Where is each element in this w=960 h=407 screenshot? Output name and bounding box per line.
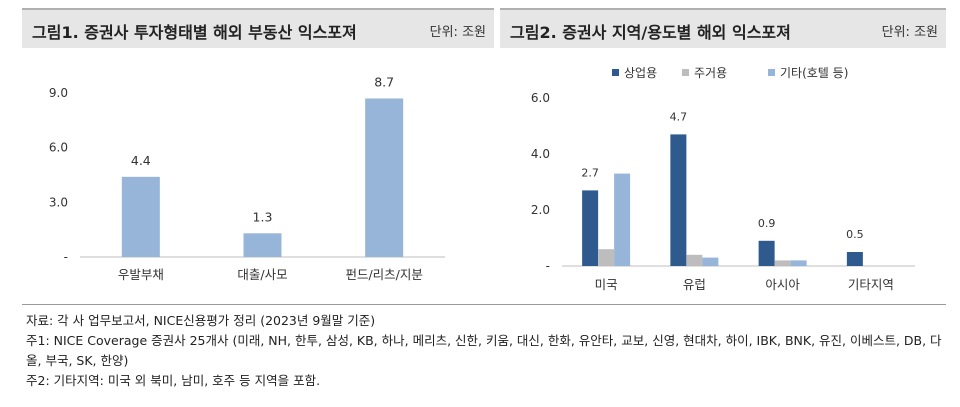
chart2-bar [686, 254, 703, 266]
chart2-xtick: 유럽 [683, 277, 706, 292]
chart1-bar [121, 176, 160, 257]
chart2-legend-label: 기타(호텔 등) [780, 66, 848, 80]
chart1-ytick: 9.0 [49, 86, 68, 100]
note-2: 주2: 기타지역: 미국 외 북미, 남미, 호주 등 지역을 포함. [26, 373, 321, 388]
panel2-title: 그림2. 증권사 지역/용도별 해외 익스포져 [510, 23, 791, 42]
chart2-bar [758, 240, 775, 266]
chart2-ytick: - [546, 259, 550, 273]
chart1-ytick: 6.0 [49, 141, 68, 155]
note-1: 주1: NICE Coverage 증권사 25개사 (미래, NH, 한투, … [26, 333, 942, 368]
chart2-bar [582, 190, 599, 266]
chart1-data-label: 1.3 [253, 209, 273, 224]
chart1-xtick: 우발부채 [118, 267, 164, 282]
chart2-legend-swatch [682, 69, 689, 76]
chart2-bar [702, 257, 719, 266]
chart2-bar [670, 134, 687, 266]
chart2-legend-label: 주거용 [694, 66, 727, 80]
chart2-xtick: 기타지역 [848, 277, 894, 292]
chart2-ytick: 6.0 [531, 91, 550, 105]
notes-section: 자료: 각 사 업무보고서, NICE신용평가 정리 (2023년 9월말 기준… [26, 311, 951, 391]
panel2-unit: 단위: 조원 [881, 25, 938, 40]
chart2-ytick: 2.0 [531, 203, 550, 217]
chart2-ytick: 4.0 [531, 147, 550, 161]
chart1-data-label: 8.7 [374, 74, 394, 89]
panel2-header: 그림2. 증권사 지역/용도별 해외 익스포져 단위: 조원 [500, 8, 946, 48]
chart1-bar [243, 233, 282, 257]
chart1-ytick: - [64, 250, 68, 264]
chart2-data-label: 0.9 [758, 217, 776, 230]
note-source: 자료: 각 사 업무보고서, NICE신용평가 정리 (2023년 9월말 기준… [26, 313, 376, 328]
chart2-xtick: 미국 [595, 277, 618, 292]
panel1-unit: 단위: 조원 [429, 25, 486, 40]
chart2-data-label: 2.7 [581, 166, 599, 179]
chart2-xtick: 아시아 [765, 277, 800, 292]
chart2-bar [774, 260, 791, 266]
chart2-data-label: 4.7 [670, 110, 688, 123]
chart2-legend-label: 상업용 [624, 66, 657, 80]
chart2-legend-swatch [612, 69, 619, 76]
notes-divider [22, 304, 946, 305]
panel1-header: 그림1. 증권사 투자형태별 해외 부동산 익스포져 단위: 조원 [22, 8, 494, 48]
chart2-bar [598, 249, 615, 266]
chart1-xtick: 펀드/리츠/지분 [345, 267, 422, 282]
chart1-ytick: 3.0 [49, 195, 68, 209]
chart2-bar [614, 173, 631, 266]
chart1-data-label: 4.4 [131, 153, 151, 168]
chart2-data-label: 0.5 [846, 228, 864, 241]
panel1-title: 그림1. 증권사 투자형태별 해외 부동산 익스포져 [32, 23, 357, 42]
chart1-xtick: 대출/사모 [237, 267, 287, 282]
chart2-legend-swatch [768, 69, 775, 76]
chart1-bar [365, 98, 404, 257]
chart2-bar [846, 252, 863, 266]
chart2-bar [790, 260, 807, 266]
